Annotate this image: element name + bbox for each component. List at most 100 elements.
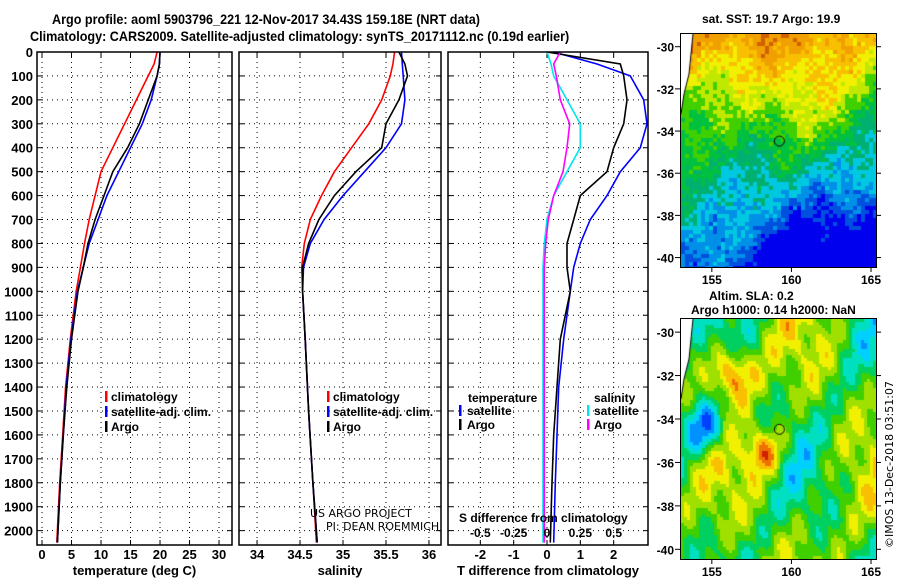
legend-swatch (327, 406, 330, 417)
credit-line-2: PI: DEAN ROEMMICH (326, 520, 440, 533)
s-tick-label: -0.25 (500, 526, 528, 540)
s-axis-label: S difference from climatology (459, 511, 628, 525)
y-tick-label: 1700 (4, 452, 33, 467)
y-tick-label: 700 (11, 213, 33, 228)
lat-label: -36 (657, 456, 675, 470)
y-tick-label: 1000 (4, 284, 33, 299)
y-tick-label: 500 (11, 165, 33, 180)
y-tick-label: 800 (11, 236, 33, 251)
series-line-climatology (300, 51, 396, 543)
lat-label: -38 (657, 209, 675, 223)
series-line-argo (56, 51, 161, 543)
x-tick-label: 20 (153, 547, 167, 562)
series-line-satellite-adj-clim- (56, 51, 161, 543)
legend-swatch (327, 391, 330, 402)
lat-label: -32 (657, 370, 675, 384)
y-tick-label: 2000 (4, 524, 33, 539)
x-tick-label: 30 (212, 547, 226, 562)
x-tick-label: 34.5 (287, 547, 312, 562)
lat-label: -38 (657, 500, 675, 514)
watermark: ©IMOS 13-Dec-2018 03:51:07 (883, 381, 896, 548)
x-tick-label: 2 (610, 547, 617, 562)
x-tick-label: 35.5 (373, 547, 398, 562)
legend-swatch (587, 405, 590, 416)
y-tick-label: 200 (11, 93, 33, 108)
legend-label: satellite (467, 404, 512, 418)
lat-label: -32 (657, 83, 675, 97)
legend-label: satellite (594, 404, 639, 418)
legend-label: Argo (594, 418, 622, 432)
lat-label: -40 (657, 543, 675, 557)
y-tick-label: 1500 (4, 404, 33, 419)
title-line-2: Climatology: CARS2009. Satellite-adjuste… (30, 28, 570, 44)
panel-1: 0 5 10 15 20 25 30 temperature (deg C) 0 100 200 30… (4, 45, 233, 578)
credit-line-1: US ARGO PROJECT (310, 507, 412, 520)
lat-label: -30 (657, 41, 675, 55)
y-tick-label: 300 (11, 117, 33, 132)
lon-label: 155 (702, 565, 722, 579)
legend-swatch (105, 421, 108, 432)
legend-label: climatology (333, 390, 400, 404)
y-tick-label: 1400 (4, 380, 33, 395)
s-tick-label: 0.25 (569, 526, 593, 540)
x-axis-label: T difference from climatology (457, 563, 640, 578)
y-tick-label: 1300 (4, 356, 33, 371)
lat-label: -34 (657, 413, 675, 427)
lat-label: -30 (657, 326, 675, 340)
x-tick-label: 36 (422, 547, 436, 562)
s-tick-label: 0 (544, 526, 551, 540)
plot-frame (238, 51, 442, 546)
lat-label: -34 (657, 125, 675, 139)
legend-swatch (105, 406, 108, 417)
s-tick-label: 0.5 (605, 526, 622, 540)
legend-swatch (327, 421, 330, 432)
y-tick-label: 400 (11, 141, 33, 156)
legend-swatch (459, 405, 462, 416)
plot-frame (36, 51, 233, 546)
x-tick-label: 0 (543, 547, 550, 562)
legend-label: Argo (467, 418, 495, 432)
legend-swatch (459, 419, 462, 430)
lat-label: -40 (657, 252, 675, 266)
legend-label: Argo (111, 420, 139, 434)
legend-label: Argo (333, 420, 361, 434)
sla-map-title-1: Altim. SLA: 0.2 (709, 289, 794, 303)
panel-2: 34 34.5 35 35.5 36 salinity climatologysatelli… (238, 51, 442, 578)
y-tick-label: 1200 (4, 332, 33, 347)
y-tick-label: 1600 (4, 428, 33, 443)
lon-label: 160 (781, 565, 801, 579)
x-tick-label: 0 (38, 547, 45, 562)
x-tick-label: 10 (94, 547, 108, 562)
x-tick-label: 34 (250, 547, 265, 562)
y-tick-label: 1100 (5, 308, 33, 323)
y-tick-label: 600 (11, 189, 33, 204)
panel-3: -2 -1 0 1 2T difference from climatology temp… (447, 51, 649, 578)
x-tick-label: -2 (475, 547, 487, 562)
title-line-1: Argo profile: aoml 5903796_221 12-Nov-20… (52, 11, 480, 27)
series-line-s-argo (543, 51, 571, 543)
lon-label: 155 (702, 273, 722, 287)
y-tick-label: 0 (26, 45, 33, 60)
legend-label: climatology (111, 390, 178, 404)
lon-label: 160 (781, 273, 801, 287)
sla-map-title-2: Argo h1000: 0.14 h2000: NaN (691, 303, 856, 317)
y-tick-label: 1900 (4, 500, 33, 515)
legend-title-salinity: salinity (594, 391, 636, 405)
series-line-satellite-adj-clim- (301, 51, 406, 543)
x-tick-label: 5 (68, 547, 75, 562)
x-tick-label: 25 (182, 547, 196, 562)
sst-map (680, 33, 877, 268)
x-tick-label: 35 (336, 547, 350, 562)
legend-swatch (105, 391, 108, 402)
series-line-s-satellite (542, 51, 582, 543)
series-line-t-argo (546, 51, 628, 543)
s-tick-label: -0.5 (470, 526, 491, 540)
legend-swatch (587, 419, 590, 430)
lon-label: 165 (861, 273, 881, 287)
series-line-t-satellite (552, 51, 648, 543)
lat-label: -36 (657, 167, 675, 181)
legend-label: satellite-adj. clim. (111, 405, 211, 419)
y-tick-label: 900 (11, 260, 33, 275)
y-tick-label: 1800 (4, 476, 33, 491)
